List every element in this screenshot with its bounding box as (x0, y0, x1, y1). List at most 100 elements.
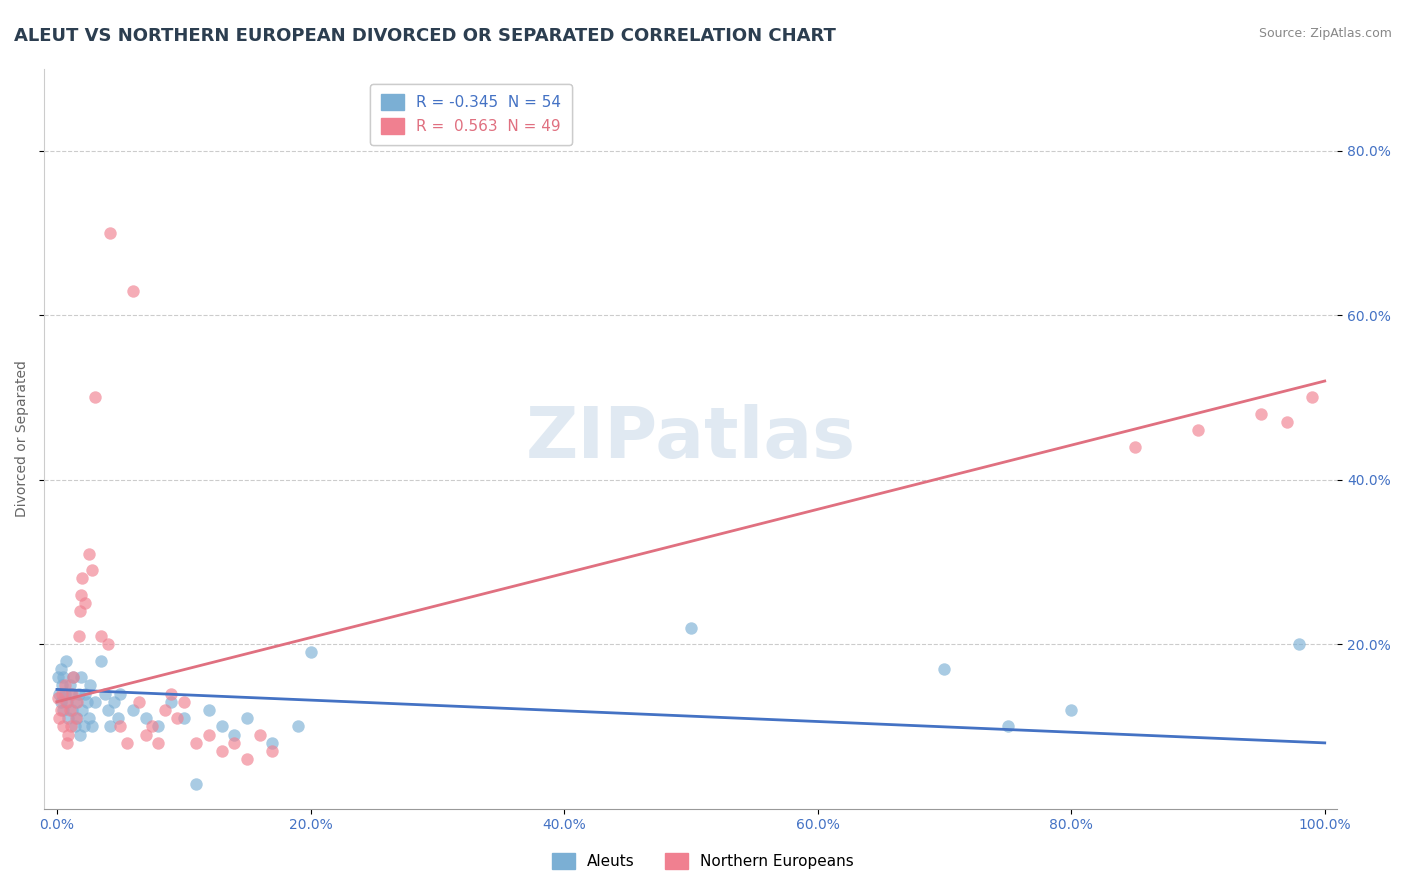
Point (46, 670, 69, 684)
Point (249, 728, 271, 742)
Point (153, 703, 176, 717)
Point (49, 703, 72, 717)
Text: ALEUT VS NORTHERN EUROPEAN DIVORCED OR SEPARATED CORRELATION CHART: ALEUT VS NORTHERN EUROPEAN DIVORCED OR S… (14, 27, 837, 45)
Point (48, 711, 70, 725)
Point (1123, 440, 1146, 454)
Point (90, 654, 112, 668)
Point (59, 687, 82, 701)
Point (1275, 415, 1298, 429)
Point (66, 711, 89, 725)
Point (160, 695, 183, 709)
Point (56, 736, 79, 750)
Point (148, 719, 170, 733)
Point (49, 662, 72, 676)
Point (141, 719, 163, 733)
Point (84, 391, 107, 405)
Point (56, 695, 79, 709)
Y-axis label: Divorced or Separated: Divorced or Separated (15, 360, 30, 517)
Point (73, 687, 96, 701)
Text: ZIPatlas: ZIPatlas (526, 404, 856, 473)
Point (67, 629, 90, 643)
Point (186, 736, 208, 750)
Point (1060, 703, 1083, 717)
Point (76, 695, 98, 709)
Point (69, 604, 91, 618)
Legend: Aleuts, Northern Europeans: Aleuts, Northern Europeans (546, 847, 860, 875)
Point (211, 744, 233, 758)
Point (77, 711, 100, 725)
Point (48, 687, 70, 701)
Point (299, 645, 322, 659)
Point (122, 284, 145, 298)
Point (1187, 423, 1209, 437)
Point (52, 703, 75, 717)
Point (53, 678, 76, 692)
Point (236, 711, 259, 725)
Point (58, 728, 80, 742)
Point (59, 703, 82, 717)
Point (55, 654, 77, 668)
Point (186, 777, 208, 791)
Point (115, 736, 138, 750)
Point (103, 695, 125, 709)
Text: Source: ZipAtlas.com: Source: ZipAtlas.com (1258, 27, 1392, 40)
Point (1250, 407, 1272, 421)
Point (70, 588, 93, 602)
Point (59, 678, 82, 692)
Point (135, 728, 157, 742)
Point (51, 678, 73, 692)
Point (110, 719, 132, 733)
Point (224, 736, 246, 750)
Point (58, 711, 80, 725)
Point (60, 703, 83, 717)
Point (52, 670, 75, 684)
Point (97, 703, 120, 717)
Point (84, 695, 107, 709)
Point (63, 719, 86, 733)
Point (94, 687, 117, 701)
Point (52, 719, 75, 733)
Point (198, 703, 221, 717)
Point (59, 719, 82, 733)
Point (166, 711, 188, 725)
Point (287, 719, 309, 733)
Point (1301, 391, 1323, 405)
Point (62, 670, 84, 684)
Point (934, 662, 956, 676)
Point (72, 719, 94, 733)
Point (97, 637, 120, 651)
Point (98, 719, 121, 733)
Point (128, 695, 150, 709)
Point (51, 687, 73, 701)
Point (69, 728, 91, 742)
Point (262, 744, 284, 758)
Point (49, 695, 72, 709)
Point (72, 703, 94, 717)
Point (135, 711, 157, 725)
Point (198, 728, 221, 742)
Point (122, 703, 145, 717)
Point (211, 719, 233, 733)
Point (110, 687, 132, 701)
Point (1288, 637, 1310, 651)
Point (679, 621, 702, 635)
Point (173, 711, 195, 725)
Point (82, 719, 104, 733)
Point (90, 629, 112, 643)
Point (236, 752, 259, 766)
Point (73, 596, 96, 610)
Point (79, 678, 101, 692)
Legend: R = -0.345  N = 54, R =  0.563  N = 49: R = -0.345 N = 54, R = 0.563 N = 49 (370, 84, 572, 145)
Point (262, 736, 284, 750)
Point (224, 728, 246, 742)
Point (60, 687, 83, 701)
Point (148, 736, 170, 750)
Point (82, 563, 104, 577)
Point (65, 695, 87, 709)
Point (160, 687, 183, 701)
Point (70, 670, 93, 684)
Point (55, 695, 77, 709)
Point (98, 226, 121, 240)
Point (46, 690, 69, 705)
Point (107, 711, 129, 725)
